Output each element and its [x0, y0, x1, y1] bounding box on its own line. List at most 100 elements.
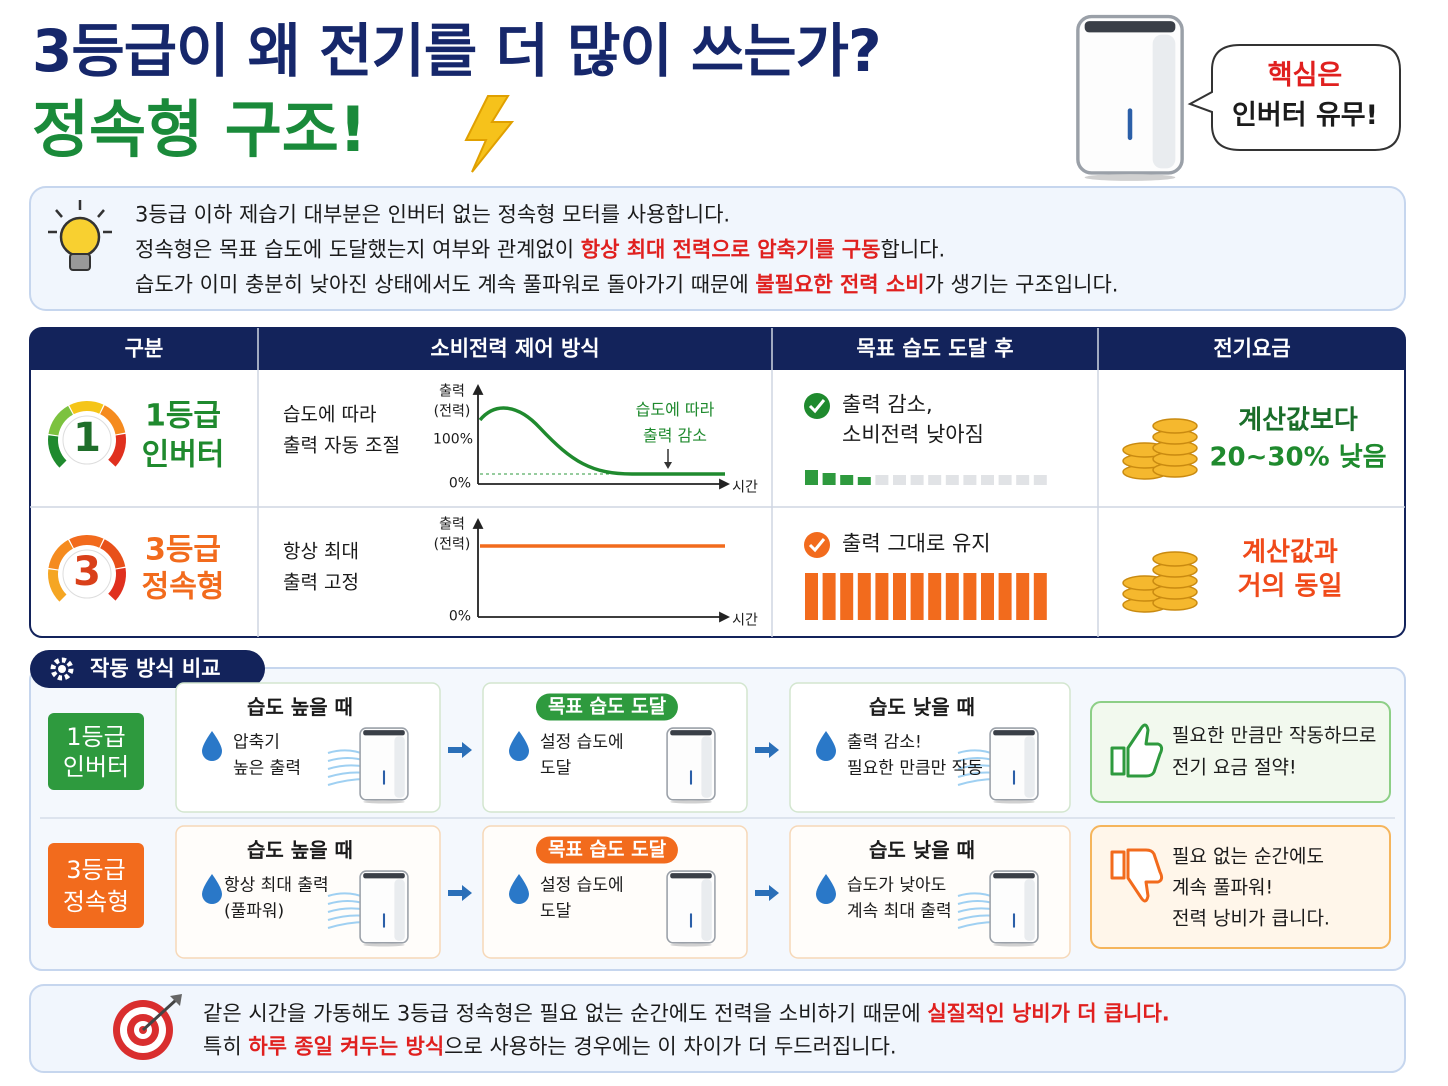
dehumidifier — [666, 870, 716, 948]
decoration — [804, 532, 830, 558]
grade-badge: 인버터 — [62, 752, 130, 781]
table-header: 소비전력 제어 방식 — [430, 336, 600, 361]
gauge-arc — [99, 539, 126, 569]
axis-label: 출력 — [439, 516, 465, 533]
decoration — [48, 200, 112, 234]
result-text: 필요 없는 순간에도 — [1172, 845, 1324, 868]
text-segment: 가 생기는 구조입니다. — [924, 272, 1119, 297]
dehumidifier — [359, 870, 409, 948]
step-text: (풀파워) — [224, 901, 285, 922]
step-title: 습도 높을 때 — [247, 695, 353, 719]
decoration — [30, 328, 1405, 637]
cost-text: 20~30% 낮음 — [1209, 442, 1387, 473]
level-bar — [805, 573, 818, 620]
step-text: 도달 — [540, 901, 572, 922]
step-text: 설정 습도에 — [540, 875, 624, 896]
axis-label: (전력) — [433, 403, 471, 420]
axis-tick: 100% — [432, 431, 474, 448]
level-bar — [857, 477, 871, 485]
dehumidifier — [666, 727, 716, 805]
decoration — [50, 657, 74, 681]
decoration — [29, 984, 1406, 1073]
step-text: 항상 최대 출력 — [224, 875, 329, 896]
decoration — [472, 383, 731, 623]
decoration — [478, 406, 725, 476]
result-text: 전기 요금 절약! — [1172, 756, 1297, 779]
text-segment: 정속형은 목표 습도에 도달했는지 여부와 관계없이 — [135, 237, 581, 262]
level-bar — [928, 573, 942, 620]
gauge-center — [62, 415, 112, 465]
decoration — [141, 998, 178, 1032]
after-text: 출력 감소, — [842, 392, 933, 417]
highlight-text: 불필요한 전력 소비 — [755, 272, 925, 297]
flow-arrow — [755, 742, 779, 758]
decoration — [472, 517, 484, 529]
title: 3등급이 왜 전기를 더 많이 쓰는가? — [32, 17, 882, 86]
step-text: 습도가 낮아도 — [847, 875, 947, 896]
gauge-arc — [108, 567, 126, 601]
decoration — [1090, 701, 1391, 803]
section-title: 작동 방식 비교 — [90, 656, 221, 681]
step-text: 계속 최대 출력 — [847, 901, 952, 922]
gauge-arc — [69, 535, 104, 549]
footer-line: 특히 하루 종일 켜두는 방식으로 사용하는 경우에는 이 차이가 더 두드러집… — [203, 1035, 897, 1058]
level-bar — [822, 473, 836, 485]
bubble-text: 인버터 유무! — [1232, 100, 1378, 132]
decoration — [719, 611, 731, 623]
level-bar — [893, 475, 906, 485]
after-text: 소비전력 낮아짐 — [842, 422, 984, 447]
cost-text: 거의 동일 — [1237, 571, 1343, 602]
gauge-arc — [48, 539, 74, 570]
highlight-text: 하루 종일 켜두는 방식 — [248, 1034, 445, 1059]
step-text: 도달 — [540, 758, 572, 779]
level-bar — [945, 475, 959, 485]
axis-label: (전력) — [433, 536, 471, 553]
water-drop — [816, 874, 836, 904]
intro-line: 정속형은 목표 습도에 도달했는지 여부와 관계없이 항상 최대 전력으로 압축… — [135, 238, 945, 261]
decoration — [97, 209, 105, 218]
dehumidifier — [989, 727, 1039, 805]
level-bar — [893, 573, 906, 620]
level-bar — [857, 573, 871, 620]
level-bar — [1016, 573, 1030, 620]
grade-label: 정속형 — [141, 569, 225, 605]
level-bar — [998, 573, 1012, 620]
decoration — [804, 393, 830, 419]
result-text: 전력 낭비가 큽니다. — [1172, 907, 1330, 930]
decoration — [464, 95, 515, 173]
step-title: 습도 낮을 때 — [869, 838, 975, 862]
decoration — [48, 843, 144, 928]
table-header: 목표 습도 도달 후 — [856, 336, 1014, 361]
grade-label: 인버터 — [141, 437, 225, 473]
step-title: 목표 습도 도달 — [535, 836, 679, 864]
result-text: 필요한 만큼만 작동하므로 — [1172, 724, 1377, 747]
water-drop — [509, 874, 529, 904]
level-bar — [875, 475, 889, 485]
subtitle: 정속형 구조! — [32, 92, 368, 166]
level-bar — [910, 573, 924, 620]
graph-note: 출력 감소 — [643, 426, 707, 446]
grade-label: 3등급 — [144, 532, 222, 568]
coin — [1152, 418, 1198, 434]
level-bar — [981, 475, 994, 485]
level-bar — [840, 475, 854, 485]
level-bar — [963, 475, 977, 485]
decoration — [29, 186, 1406, 311]
level-bar — [805, 470, 818, 485]
step-title: 습도 낮을 때 — [869, 695, 975, 719]
water-drop — [816, 731, 836, 761]
level-bar — [945, 573, 959, 620]
grade-number: 3 — [73, 549, 101, 595]
text-segment: 특히 — [203, 1034, 249, 1059]
highlight-text: 항상 최대 전력으로 압축기를 구동 — [580, 237, 881, 262]
gauge-arc — [48, 569, 67, 602]
decoration — [59, 216, 101, 258]
flow-arrow — [448, 885, 472, 901]
gauge-arc — [48, 405, 74, 436]
decoration — [1187, 44, 1401, 151]
footer-line: 같은 시간을 가동해도 3등급 정속형은 필요 없는 순간에도 전력을 소비하기… — [203, 1002, 1170, 1025]
step-text: 출력 감소! — [847, 732, 922, 753]
method-text: 출력 자동 조절 — [283, 434, 400, 457]
axis-tick: 0% — [448, 608, 472, 625]
